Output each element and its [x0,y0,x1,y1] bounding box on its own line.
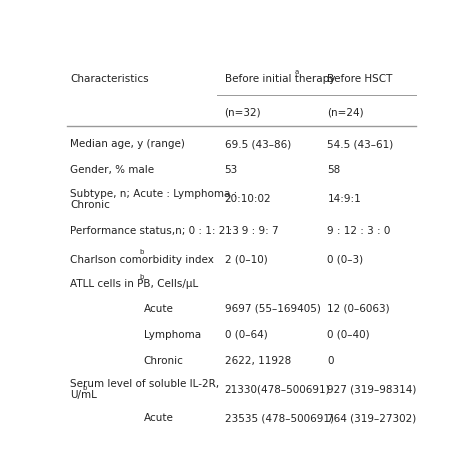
Text: Charlson comorbidity index: Charlson comorbidity index [70,255,214,265]
Text: 0 (0–3): 0 (0–3) [328,255,364,265]
Text: 69.5 (43–86): 69.5 (43–86) [225,140,291,149]
Text: 0 (0–40): 0 (0–40) [328,330,370,340]
Text: Lymphoma: Lymphoma [144,330,201,340]
Text: Acute: Acute [144,413,173,423]
Text: 764 (319–27302): 764 (319–27302) [328,413,417,423]
Text: Acute: Acute [144,304,173,314]
Text: Before HSCT: Before HSCT [328,74,393,85]
Text: Characteristics: Characteristics [70,74,149,85]
Text: 58: 58 [328,165,341,176]
Text: (n=32): (n=32) [225,108,261,118]
Text: 2 (0–10): 2 (0–10) [225,255,267,265]
Text: Subtype, n; Acute : Lymphoma :: Subtype, n; Acute : Lymphoma : [70,189,237,199]
Text: b: b [140,274,144,280]
Text: Chronic: Chronic [70,199,110,210]
Text: 14:9:1: 14:9:1 [328,194,361,204]
Text: 21330(478–500691): 21330(478–500691) [225,384,330,394]
Text: 1 : 9 : 9: 7: 1 : 9 : 9: 7 [225,226,278,236]
Text: 0: 0 [328,355,334,366]
Text: 9 : 12 : 3 : 0: 9 : 12 : 3 : 0 [328,226,391,236]
Text: b: b [140,249,144,255]
Text: a: a [295,69,300,75]
Text: 2622, 11928: 2622, 11928 [225,355,291,366]
Text: 9697 (55–169405): 9697 (55–169405) [225,304,320,314]
Text: Serum level of soluble IL-2R,: Serum level of soluble IL-2R, [70,379,219,389]
Text: 12 (0–6063): 12 (0–6063) [328,304,390,314]
Text: 0 (0–64): 0 (0–64) [225,330,267,340]
Text: Chronic: Chronic [144,355,183,366]
Text: 20:10:02: 20:10:02 [225,194,271,204]
Text: 53: 53 [225,165,238,176]
Text: U/mL: U/mL [70,390,97,400]
Text: Median age, y (range): Median age, y (range) [70,140,185,149]
Text: 54.5 (43–61): 54.5 (43–61) [328,140,394,149]
Text: Gender, % male: Gender, % male [70,165,155,176]
Text: (n=24): (n=24) [328,108,364,118]
Text: Performance status,n; 0 : 1: 2 :3: Performance status,n; 0 : 1: 2 :3 [70,226,239,236]
Text: 927 (319–98314): 927 (319–98314) [328,384,417,394]
Text: ATLL cells in PB, Cells/μL: ATLL cells in PB, Cells/μL [70,279,199,289]
Text: 23535 (478–500691): 23535 (478–500691) [225,413,334,423]
Text: b: b [82,385,87,390]
Text: Before initial therapy: Before initial therapy [225,74,335,85]
